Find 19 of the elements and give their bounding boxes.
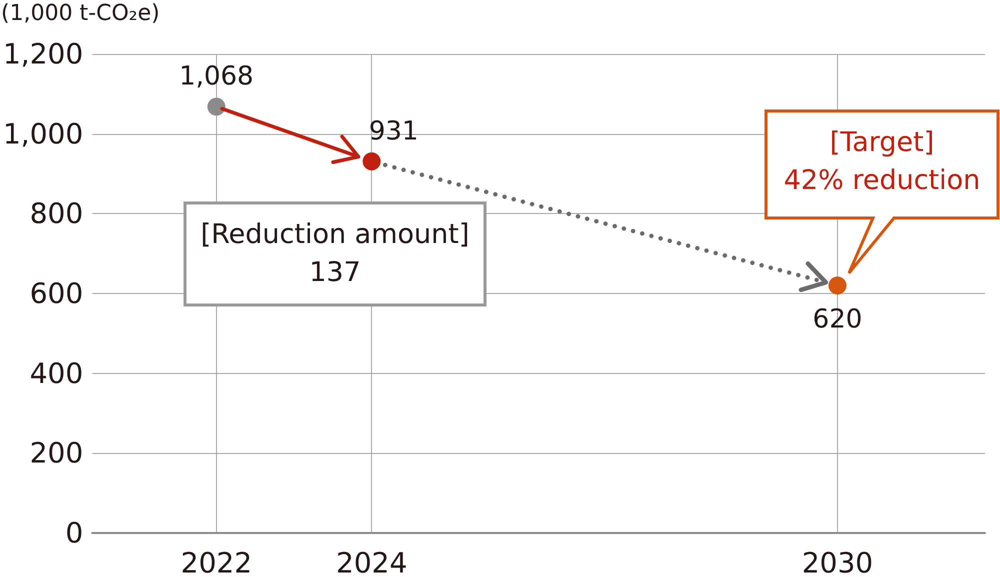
- y-tick-label: 600: [30, 277, 84, 310]
- y-tick-label: 400: [30, 356, 84, 390]
- y-tick-label: 1,000: [2, 117, 84, 150]
- annotation: [Reduction amount] 137: [200, 218, 470, 290]
- y-tick-label: 200: [30, 436, 84, 470]
- annotation: [Target] 42% reduction: [784, 126, 980, 198]
- y-tick-label: 800: [30, 197, 84, 230]
- y-tick-label: 0: [65, 516, 84, 550]
- point: [207, 98, 226, 116]
- y-tick-label: 1,200: [2, 38, 84, 70]
- point: [828, 276, 846, 295]
- x-tick-label: 2024: [336, 546, 408, 577]
- data-label: 620: [812, 304, 862, 335]
- data-label: 1,068: [179, 62, 254, 92]
- x-tick-label: 2022: [180, 546, 252, 577]
- point: [362, 152, 381, 170]
- x-tick-label: 2030: [802, 546, 874, 577]
- data-label: 931: [368, 116, 418, 146]
- y-axis-title: (1,000 t-CO₂e): [1, 1, 160, 27]
